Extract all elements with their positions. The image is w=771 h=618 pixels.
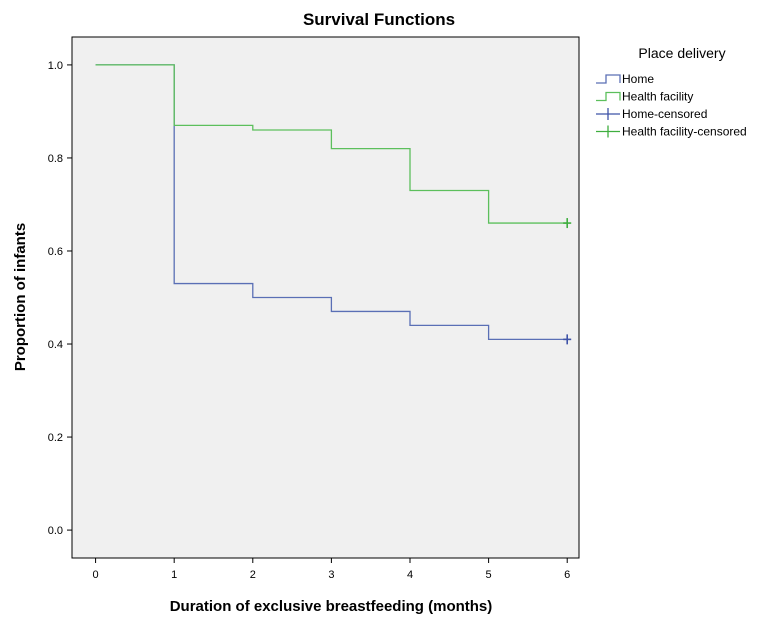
x-tick-label: 2 (250, 569, 256, 581)
y-axis-label: Proportion of infants (12, 223, 29, 371)
legend-label: Health facility-censored (622, 125, 747, 139)
x-tick-label: 4 (407, 569, 413, 581)
x-tick-label: 3 (328, 569, 334, 581)
legend: Place delivery Home Health facility Home-c… (596, 45, 747, 139)
legend-item-health-facility: Health facility (596, 90, 693, 104)
x-tick-label: 1 (171, 569, 177, 581)
series-line-health-facility (95, 64, 568, 224)
y-tick-label: 0.6 (48, 246, 63, 258)
y-tick-label: 0.0 (48, 525, 63, 537)
y-tick-label: 0.8 (48, 153, 63, 165)
x-tick-label: 0 (93, 569, 99, 581)
censor-marker-health-facility-censored (563, 218, 572, 229)
legend-item-home: Home (596, 72, 654, 86)
x-tick-label: 6 (564, 569, 570, 581)
x-axis-label: Duration of exclusive breastfeeding (mon… (170, 598, 493, 615)
legend-item-health-facility-censored: Health facility-censored (596, 125, 747, 139)
legend-label: Health facility (622, 90, 693, 104)
legend-title: Place delivery (638, 45, 725, 61)
y-tick-label: 0.2 (48, 432, 63, 444)
series-lines (95, 64, 568, 341)
censor-marker-home-censored (563, 334, 572, 345)
series-line-home (95, 64, 568, 341)
y-tick-label: 0.4 (48, 339, 63, 351)
legend-label: Home-censored (622, 107, 707, 121)
chart-title: Survival Functions (303, 10, 455, 29)
y-axis-ticks: 0.0 0.2 0.4 0.6 0.8 1.0 (48, 60, 72, 537)
censored-markers (563, 218, 572, 345)
x-tick-label: 5 (486, 569, 492, 581)
legend-item-home-censored: Home-censored (596, 107, 707, 121)
legend-label: Home (622, 72, 654, 86)
x-axis-ticks: 0 1 2 3 4 5 6 (93, 558, 570, 581)
y-tick-label: 1.0 (48, 60, 63, 72)
